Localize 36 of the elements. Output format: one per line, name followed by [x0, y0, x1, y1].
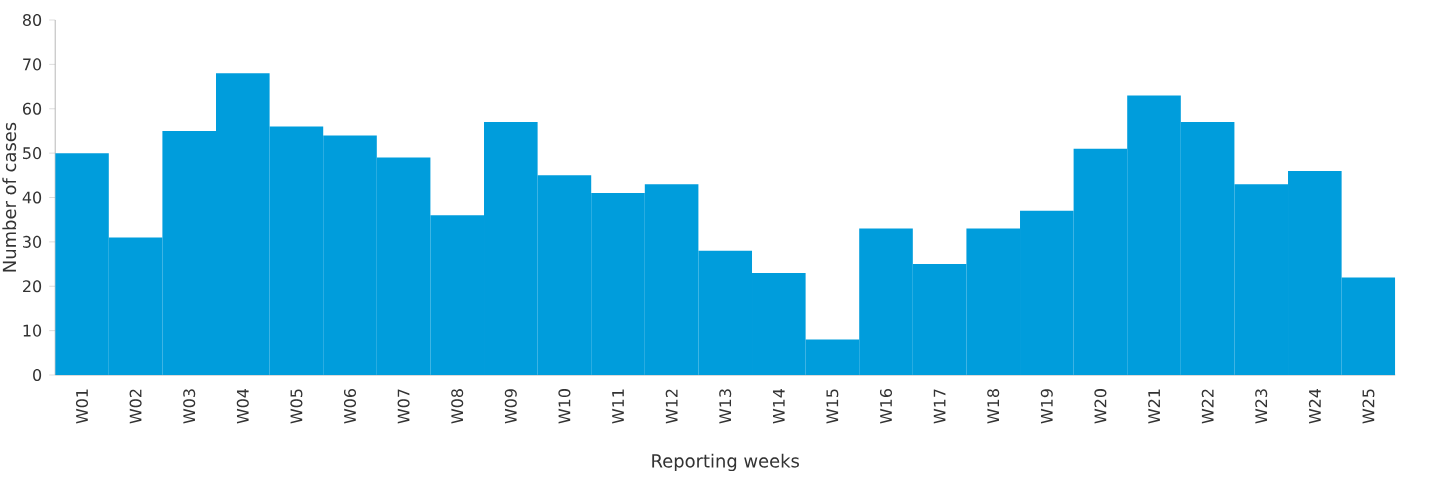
x-tick-label: W18 [987, 389, 1000, 424]
x-tick-label: W12 [665, 389, 678, 424]
x-tick-label: W15 [826, 389, 839, 424]
y-tick-label: 10 [23, 324, 42, 337]
y-tick-label: 70 [23, 58, 42, 71]
x-tick-label: W17 [933, 389, 946, 424]
x-tick-label: W07 [397, 389, 410, 424]
y-tick-label: 60 [23, 102, 42, 115]
y-tick-label: 40 [22, 191, 42, 204]
y-tick-label: 30 [23, 235, 42, 248]
x-tick-label: W08 [451, 389, 464, 424]
x-tick-label: W10 [558, 389, 571, 424]
x-tick-label: W16 [879, 389, 893, 424]
x-axis-title: Reporting weeks [652, 453, 799, 472]
x-tick-label: W23 [1255, 389, 1268, 424]
x-tick-label: W05 [290, 389, 303, 424]
x-tick-label: W02 [129, 389, 142, 424]
x-tick-label: W20 [1094, 389, 1107, 424]
x-tick-label: W06 [343, 389, 357, 424]
x-tick-label: W14 [772, 388, 785, 424]
x-tick-label: W13 [719, 389, 732, 424]
x-tick-label: W22 [1201, 389, 1214, 424]
x-tick-label: W01 [75, 389, 89, 424]
x-tick-label: W09 [504, 389, 517, 424]
x-tick-label: W25 [1362, 389, 1375, 424]
x-tick-label: W24 [1308, 388, 1321, 424]
x-tick-label: W03 [183, 389, 196, 424]
y-axis-title: Number of cases [2, 122, 17, 272]
x-tick-label: W21 [1148, 389, 1160, 424]
y-tick-label: 0 [33, 368, 42, 382]
y-tick-label: 80 [22, 13, 42, 27]
y-tick-label: 50 [23, 147, 42, 160]
x-tick-label: W11 [612, 389, 624, 424]
x-tick-label: W04 [236, 388, 249, 424]
x-tick-label: W19 [1040, 389, 1053, 424]
y-tick-label: 20 [23, 280, 42, 293]
